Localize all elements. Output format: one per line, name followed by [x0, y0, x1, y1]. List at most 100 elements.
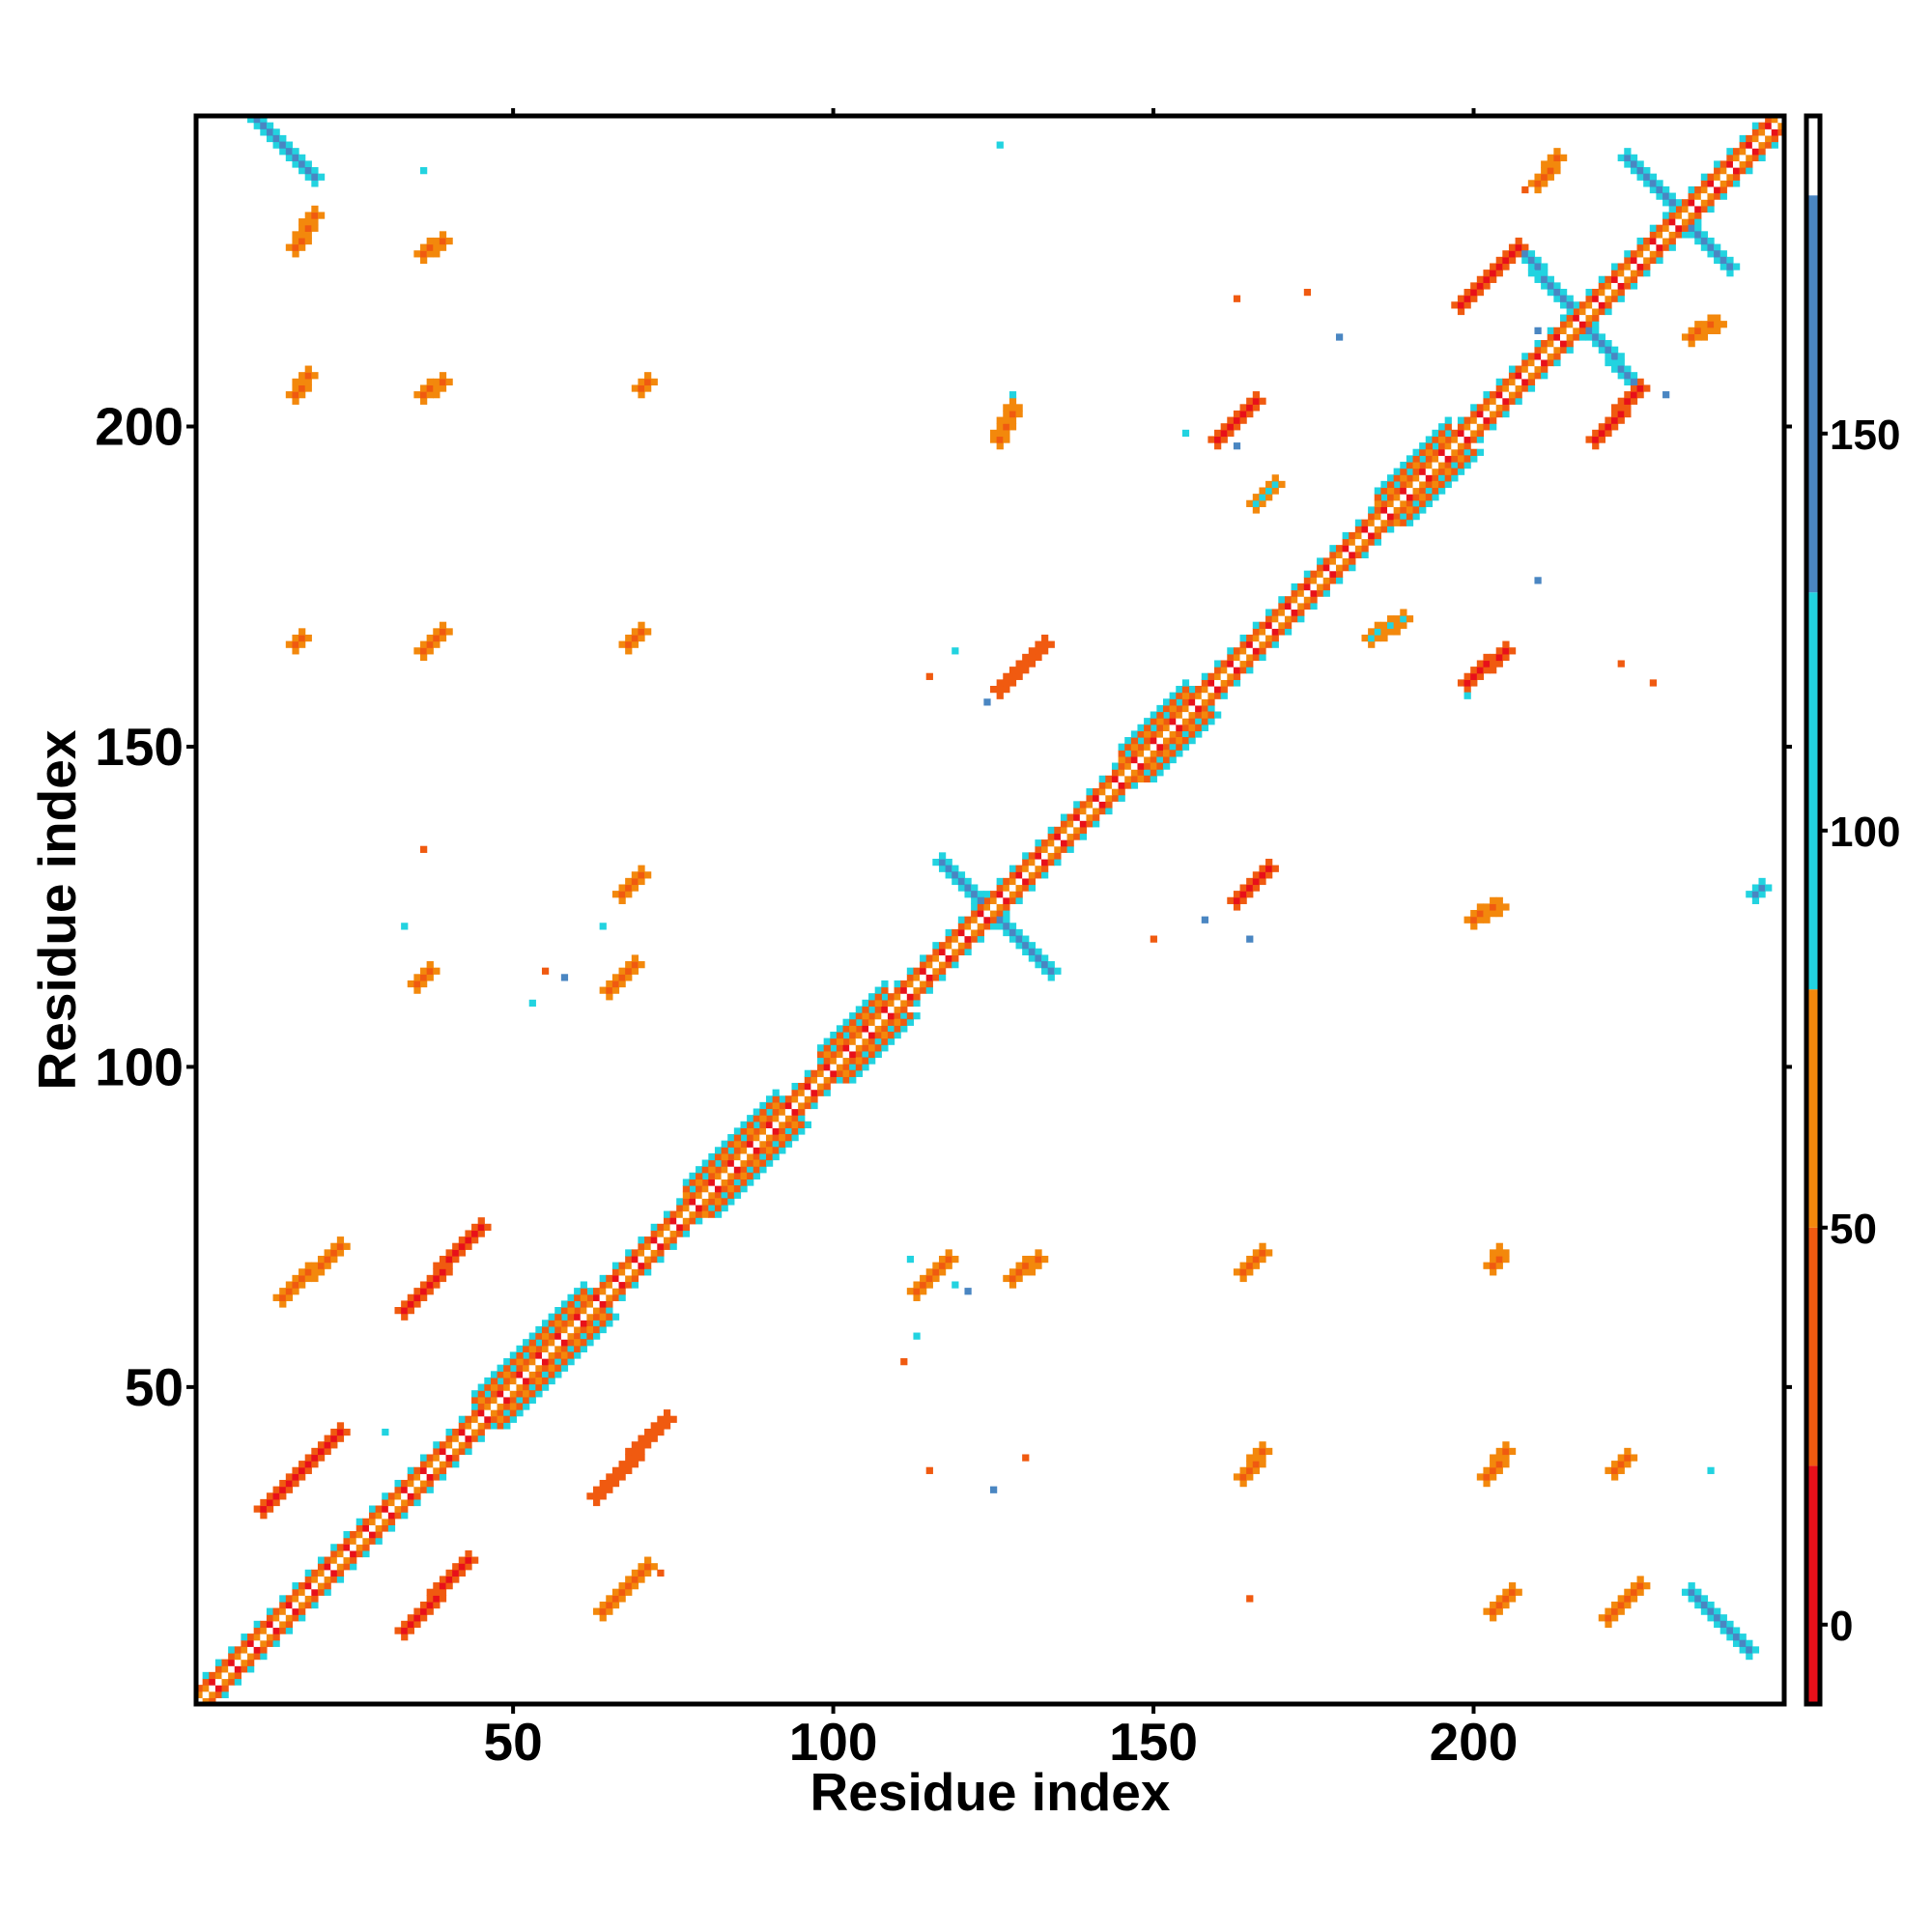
heatmap-cell-contact: [996, 685, 1004, 694]
heatmap-cell-contact: [1265, 865, 1273, 872]
heatmap-cell-diagonal: [1624, 256, 1632, 265]
heatmap-cell-diagonal: [458, 1435, 467, 1442]
heatmap-cell-diagonal: [1566, 340, 1574, 348]
heatmap-cell-contact: [1003, 679, 1010, 687]
heatmap-cell-diagonal: [253, 1620, 261, 1629]
heatmap-cell-diagonal: [285, 1627, 294, 1634]
heatmap-cell-contact: [1470, 288, 1478, 297]
heatmap-cell-diagonal: [1432, 448, 1439, 456]
heatmap-cell-diagonal: [791, 1115, 799, 1122]
heatmap-cell-diagonal: [1739, 141, 1747, 149]
heatmap-cell-diagonal: [611, 1281, 620, 1289]
heatmap-cell-diagonal: [701, 1204, 709, 1212]
heatmap-cell-contact: [458, 1236, 467, 1244]
heatmap-cell-contact: [625, 1454, 633, 1462]
heatmap-cell-diagonal: [471, 1409, 479, 1417]
heatmap-cell-contact: [433, 237, 440, 245]
heatmap-cell-diagonal: [650, 1236, 658, 1244]
heatmap-cell-contact: [1009, 410, 1017, 418]
heatmap-cell-diagonal: [753, 1140, 760, 1148]
y-tick-label: 200: [95, 397, 184, 457]
heatmap-cell-helix: [574, 1288, 582, 1295]
heatmap-cell-contact: [445, 1576, 453, 1583]
heatmap-cell-diagonal: [1534, 353, 1542, 360]
heatmap-cell-diagonal: [1630, 250, 1638, 258]
heatmap-cell-helix: [849, 1069, 857, 1077]
heatmap-cell-diagonal: [1732, 173, 1741, 181]
heatmap-cell-diagonal: [714, 1191, 723, 1199]
heatmap-cell-diagonal: [471, 1422, 479, 1430]
heatmap-cell-diagonal: [1432, 468, 1439, 475]
heatmap-cell-diagonal: [350, 1549, 357, 1558]
heatmap-cell-diagonal: [945, 928, 952, 937]
heatmap-cell-contact: [945, 1249, 952, 1257]
heatmap-cell-helix: [1176, 743, 1183, 751]
heatmap-cell-diagonal: [484, 1409, 492, 1417]
heatmap-cell-diagonal: [1553, 327, 1561, 334]
heatmap-cell-helix: [574, 1293, 582, 1301]
heatmap-cell-contact: [1598, 423, 1605, 431]
heatmap-cell-diagonal: [1643, 237, 1651, 245]
heatmap-cell-contact: [1239, 416, 1247, 424]
heatmap-cell-contact: [1252, 391, 1261, 399]
heatmap-cell-contact: [1751, 891, 1760, 898]
heatmap-cell-diagonal: [350, 1556, 357, 1564]
heatmap-cell-contact: [1393, 628, 1401, 636]
heatmap-cell-diagonal: [663, 1242, 671, 1250]
heatmap-cell-diagonal: [1079, 813, 1088, 821]
heatmap-cell-diagonal: [1246, 634, 1254, 642]
heatmap-cell-contact: [606, 980, 613, 988]
heatmap-cell-diagonal: [1220, 660, 1228, 668]
heatmap-cell-contact: [1707, 314, 1715, 322]
heatmap-cell-diagonal: [1188, 698, 1196, 706]
heatmap-cell-diagonal: [1463, 442, 1471, 450]
heatmap-cell-helix: [894, 1031, 901, 1039]
heatmap-cell-diagonal: [214, 1671, 223, 1680]
heatmap-cell-contact: [1490, 1614, 1497, 1622]
heatmap-cell-helix: [1387, 474, 1395, 482]
heatmap-cell-diagonal: [1271, 634, 1279, 642]
heatmap-cell-helix: [849, 1025, 857, 1033]
heatmap-cell-helix: [1406, 513, 1414, 521]
heatmap-cell-contact: [439, 1588, 447, 1596]
heatmap-cell-diagonal: [1047, 826, 1055, 835]
heatmap-cell-diagonal: [375, 1512, 383, 1520]
heatmap-cell-diagonal: [644, 1262, 652, 1269]
heatmap-cell-diagonal: [1079, 833, 1088, 840]
heatmap-cell-contact: [1476, 916, 1485, 923]
heatmap-cell-diagonal: [528, 1358, 536, 1366]
heatmap-cell-contact: [292, 160, 299, 168]
heatmap-cell-diagonal: [676, 1204, 684, 1212]
heatmap-cell-contact: [298, 237, 306, 245]
heatmap-cell-helix: [1438, 487, 1446, 495]
heatmap-cell-diagonal: [228, 1671, 236, 1680]
heatmap-cell-contact: [298, 231, 306, 239]
heatmap-cell-diagonal: [1086, 794, 1094, 802]
heatmap-cell-diagonal: [625, 1255, 633, 1264]
heatmap-cell-contact: [1003, 916, 1010, 923]
heatmap-cell-diagonal: [714, 1159, 723, 1167]
heatmap-cell-contact: [625, 884, 633, 892]
heatmap-cell-contact: [272, 1293, 280, 1301]
heatmap-cell-diagonal: [1726, 167, 1734, 175]
heatmap-cell-diagonal: [1208, 698, 1215, 706]
heatmap-cell-helix: [516, 1409, 524, 1417]
heatmap-cell-diagonal: [343, 1549, 351, 1558]
heatmap-cell-diagonal: [1578, 321, 1587, 328]
heatmap-cell-diagonal: [272, 1614, 280, 1622]
heatmap-cell-diagonal: [279, 1607, 287, 1615]
heatmap-cell-diagonal: [906, 980, 915, 988]
heatmap-cell-contact: [1015, 404, 1023, 412]
heatmap-cell-contact: [317, 1447, 326, 1456]
heatmap-cell-diagonal: [401, 1505, 409, 1513]
heatmap-cell-contact: [1490, 1466, 1497, 1474]
heatmap-cell-contact: [913, 1288, 921, 1295]
heatmap-cell-diagonal: [1162, 743, 1171, 751]
heatmap-cell-diagonal: [765, 1115, 774, 1122]
heatmap-cell-diagonal: [1003, 884, 1010, 892]
heatmap-cell-diagonal: [1015, 871, 1023, 879]
heatmap-cell-contact: [1630, 397, 1638, 405]
heatmap-cell-contact: [1035, 653, 1042, 662]
heatmap-cell-contact: [1611, 346, 1619, 354]
heatmap-cell-diagonal: [1150, 743, 1157, 751]
